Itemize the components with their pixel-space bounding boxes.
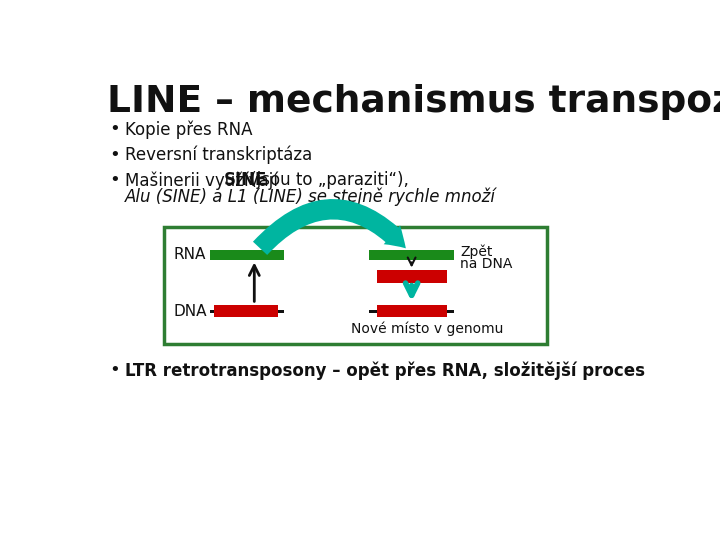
Text: •: •: [109, 120, 120, 138]
Text: Alu (SINE) a L1 (LINE) se stejně rychle množí: Alu (SINE) a L1 (LINE) se stejně rychle …: [125, 188, 496, 206]
Text: LINE – mechanismus transpozice: LINE – mechanismus transpozice: [107, 84, 720, 120]
Text: Kopie přes RNA: Kopie přes RNA: [125, 120, 253, 139]
Text: •: •: [109, 171, 120, 189]
Bar: [377, 271, 446, 283]
Bar: [369, 309, 454, 313]
Text: Zpět: Zpět: [461, 245, 492, 259]
Text: SINE: SINE: [223, 171, 266, 189]
Text: RNA: RNA: [174, 247, 206, 262]
Bar: [377, 305, 446, 318]
Text: Mašinerii využívají: Mašinerii využívají: [125, 171, 283, 190]
Bar: [210, 251, 284, 260]
Text: DNA: DNA: [174, 303, 207, 319]
Text: Nové místo v genomu: Nové místo v genomu: [351, 321, 503, 336]
Text: (jsou to „paraziti“),: (jsou to „paraziti“),: [246, 171, 409, 189]
Text: •: •: [109, 361, 120, 379]
Text: •: •: [109, 146, 120, 164]
FancyBboxPatch shape: [163, 226, 547, 343]
Text: LTR retrotransposony – opět přes RNA, složitější proces: LTR retrotransposony – opět přes RNA, sl…: [125, 361, 645, 380]
Bar: [210, 309, 284, 313]
Text: na DNA: na DNA: [461, 257, 513, 271]
Bar: [214, 305, 279, 318]
Text: Reversní transkriptáza: Reversní transkriptáza: [125, 146, 312, 164]
FancyArrowPatch shape: [253, 199, 406, 255]
Bar: [369, 251, 454, 260]
